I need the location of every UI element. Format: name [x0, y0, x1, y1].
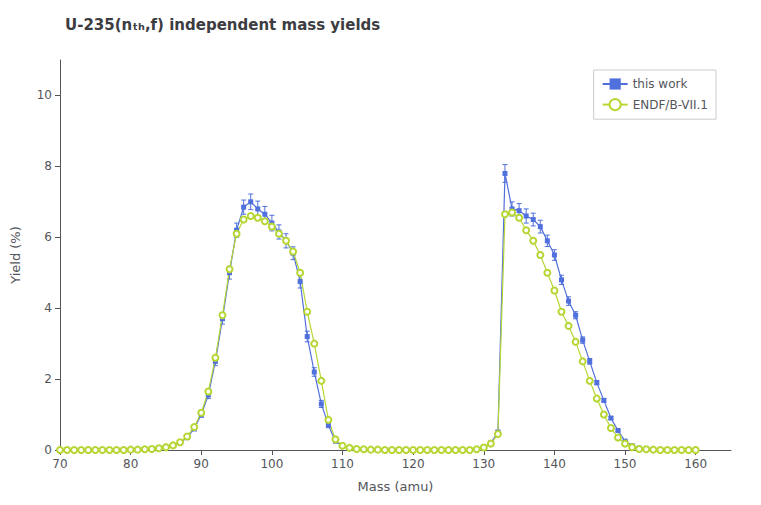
svg-text:8: 8 [44, 159, 52, 173]
svg-text:Yield (%): Yield (%) [8, 226, 23, 285]
svg-text:80: 80 [123, 457, 138, 471]
svg-text:10: 10 [37, 88, 52, 102]
svg-text:0: 0 [44, 443, 52, 457]
svg-text:140: 140 [543, 457, 566, 471]
svg-text:Mass (amu): Mass (amu) [358, 479, 434, 494]
svg-text:100: 100 [260, 457, 283, 471]
svg-text:160: 160 [684, 457, 707, 471]
svg-text:U-235(nₜₕ,f) independent mass: U-235(nₜₕ,f) independent mass yields [65, 16, 380, 34]
svg-text:this work: this work [633, 77, 688, 91]
svg-text:150: 150 [614, 457, 637, 471]
svg-text:ENDF/B-VII.1: ENDF/B-VII.1 [633, 98, 708, 112]
svg-text:110: 110 [331, 457, 354, 471]
svg-text:120: 120 [402, 457, 425, 471]
svg-text:130: 130 [472, 457, 495, 471]
svg-text:2: 2 [44, 372, 52, 386]
svg-text:6: 6 [44, 230, 52, 244]
svg-text:70: 70 [52, 457, 67, 471]
svg-text:90: 90 [194, 457, 209, 471]
svg-text:4: 4 [44, 301, 52, 315]
